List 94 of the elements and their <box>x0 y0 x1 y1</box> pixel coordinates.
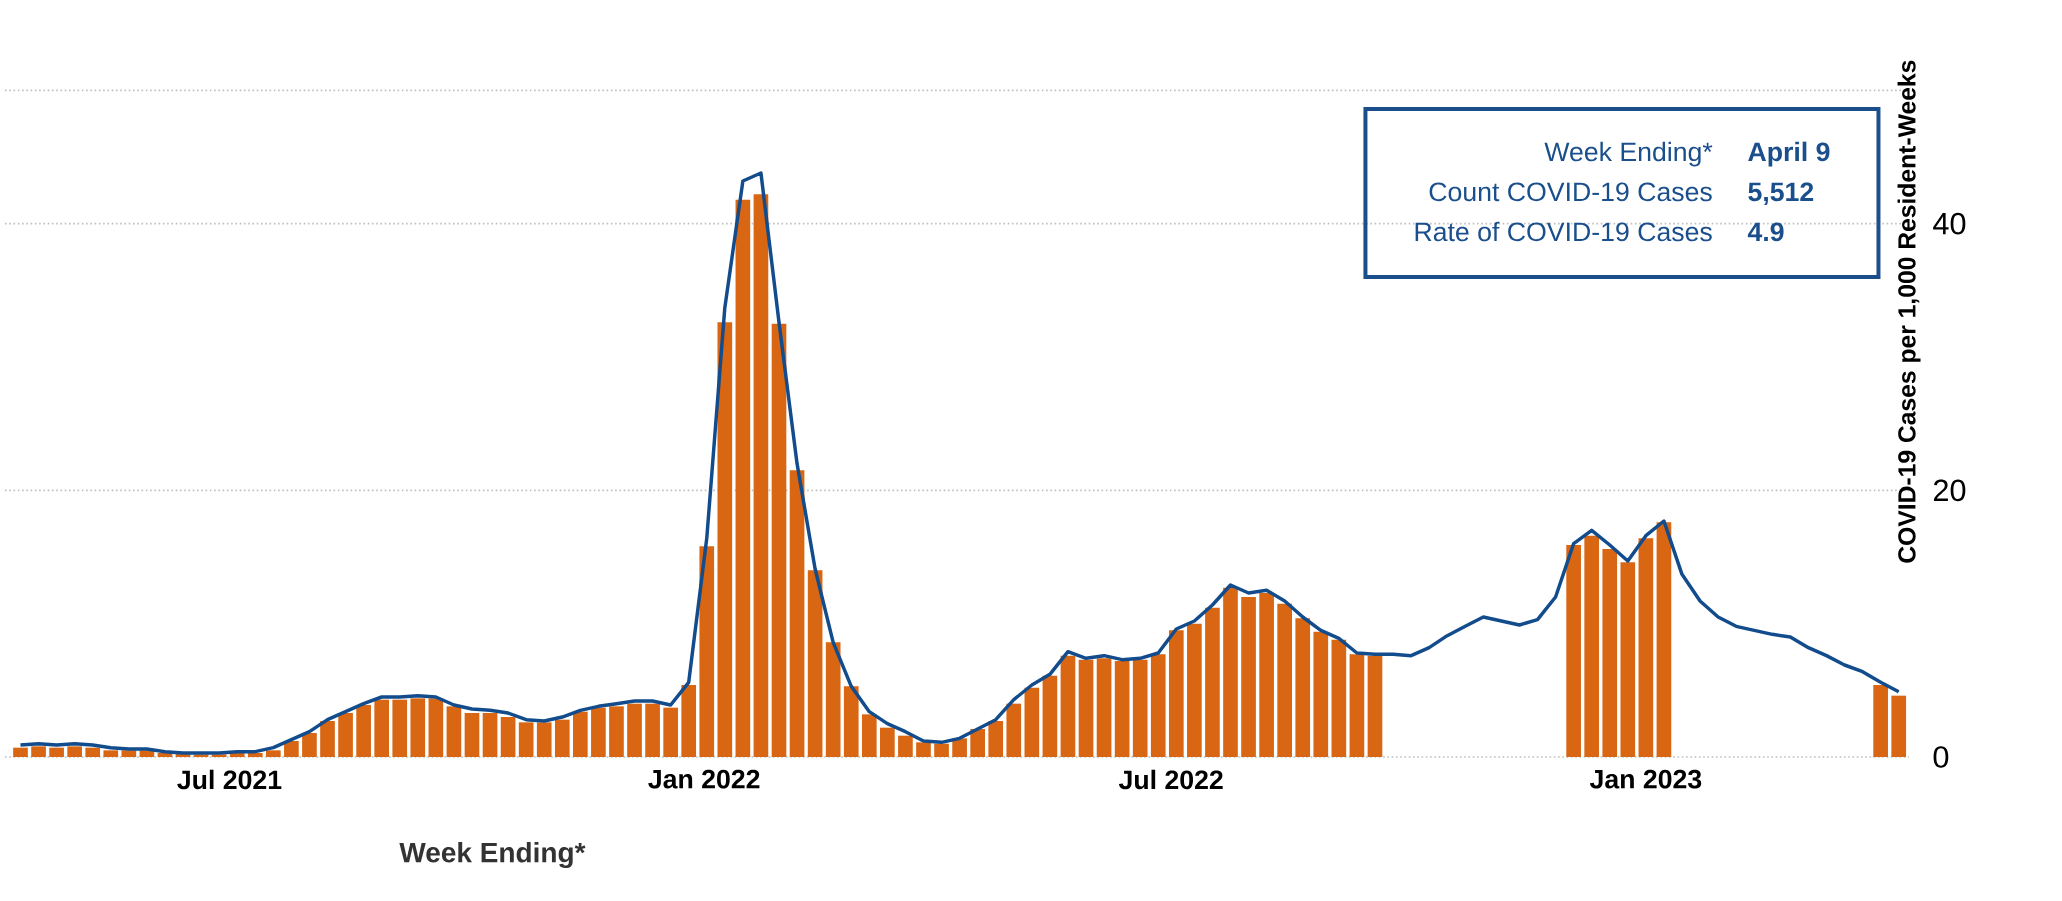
bar <box>1024 687 1040 757</box>
bar <box>265 750 281 757</box>
bar <box>717 322 733 757</box>
bar <box>1132 659 1148 757</box>
x-axis-title: Week Ending* <box>399 841 586 869</box>
bar <box>934 743 949 757</box>
bar <box>500 717 516 757</box>
bar <box>1602 549 1618 757</box>
bar <box>663 707 678 757</box>
bar <box>1295 618 1311 757</box>
bar <box>1566 545 1581 757</box>
bar <box>428 698 444 757</box>
bar <box>699 546 715 757</box>
bar <box>1006 703 1022 757</box>
annotation: Rate of COVID-19 Cases <box>1415 221 1712 242</box>
bar <box>1078 659 1094 757</box>
bar <box>573 711 588 757</box>
bar <box>13 747 28 757</box>
bar <box>1223 587 1238 757</box>
bar <box>1313 631 1329 757</box>
bar <box>338 713 353 757</box>
bar <box>988 721 1004 757</box>
annotation: 5,512 <box>1748 182 1814 206</box>
y-tick-label: 0 <box>1933 746 1949 768</box>
y-axis-title: COVID-19 Cases per 1,000 Resident-Weeks <box>1897 60 1921 563</box>
bar <box>952 738 967 757</box>
bar <box>627 703 642 757</box>
bar <box>1241 597 1256 757</box>
bar <box>554 719 570 757</box>
bar <box>1656 522 1672 757</box>
bar <box>1331 639 1347 757</box>
bar <box>1638 538 1654 757</box>
bar <box>1096 658 1112 757</box>
bar <box>735 199 751 757</box>
bar <box>1168 630 1184 757</box>
x-tick-label: Jan 2022 <box>648 769 760 789</box>
bar <box>861 714 877 757</box>
bar <box>1620 562 1636 757</box>
bar <box>536 722 552 757</box>
bar <box>898 735 913 757</box>
annotation: 4.9 <box>1747 222 1784 242</box>
bar <box>284 741 299 757</box>
bar <box>789 470 805 757</box>
bar <box>591 707 606 757</box>
bar <box>392 699 408 757</box>
x-tick-label: Jan 2023 <box>1589 769 1702 789</box>
bar <box>1584 535 1600 757</box>
bar <box>880 727 895 757</box>
bar <box>247 753 263 757</box>
bar <box>67 746 82 757</box>
bar <box>645 703 660 757</box>
bar <box>807 570 823 757</box>
bar <box>1277 603 1293 757</box>
bar <box>518 722 534 757</box>
bar <box>753 194 769 757</box>
bar <box>771 323 787 757</box>
bar <box>356 705 371 757</box>
bar <box>482 713 498 757</box>
bar <box>49 747 64 757</box>
bar <box>320 721 335 757</box>
bar <box>1259 593 1274 757</box>
x-tick-label: Jul 2022 <box>1118 769 1223 790</box>
bar <box>1187 623 1202 757</box>
bar <box>1114 661 1130 757</box>
bar <box>1060 655 1076 757</box>
bar <box>681 685 697 757</box>
bar <box>1367 655 1383 757</box>
bar <box>1873 685 1888 757</box>
bar <box>825 642 841 757</box>
bar <box>229 753 245 757</box>
bar <box>609 706 624 757</box>
annotation: April 9 <box>1748 141 1830 167</box>
bar <box>85 747 101 757</box>
y-tick-label: 40 <box>1933 212 1966 235</box>
bar <box>1891 695 1907 757</box>
bar <box>31 746 46 757</box>
bar <box>446 706 462 757</box>
bar <box>1150 654 1166 757</box>
annotation: Week Ending* <box>1544 141 1713 167</box>
bar <box>302 733 317 757</box>
bar <box>1349 654 1365 757</box>
x-tick-label: Jul 2021 <box>177 769 282 790</box>
bar <box>464 713 480 757</box>
bar <box>410 698 426 757</box>
bar <box>1205 607 1220 757</box>
bar <box>103 750 119 757</box>
bar <box>843 686 859 757</box>
bar <box>374 699 390 757</box>
annotation: Count COVID-19 Cases <box>1429 182 1712 202</box>
y-tick-label: 20 <box>1933 479 1966 502</box>
bar <box>970 729 985 757</box>
bar <box>121 750 137 757</box>
bar <box>1042 675 1058 757</box>
bar <box>916 742 931 757</box>
